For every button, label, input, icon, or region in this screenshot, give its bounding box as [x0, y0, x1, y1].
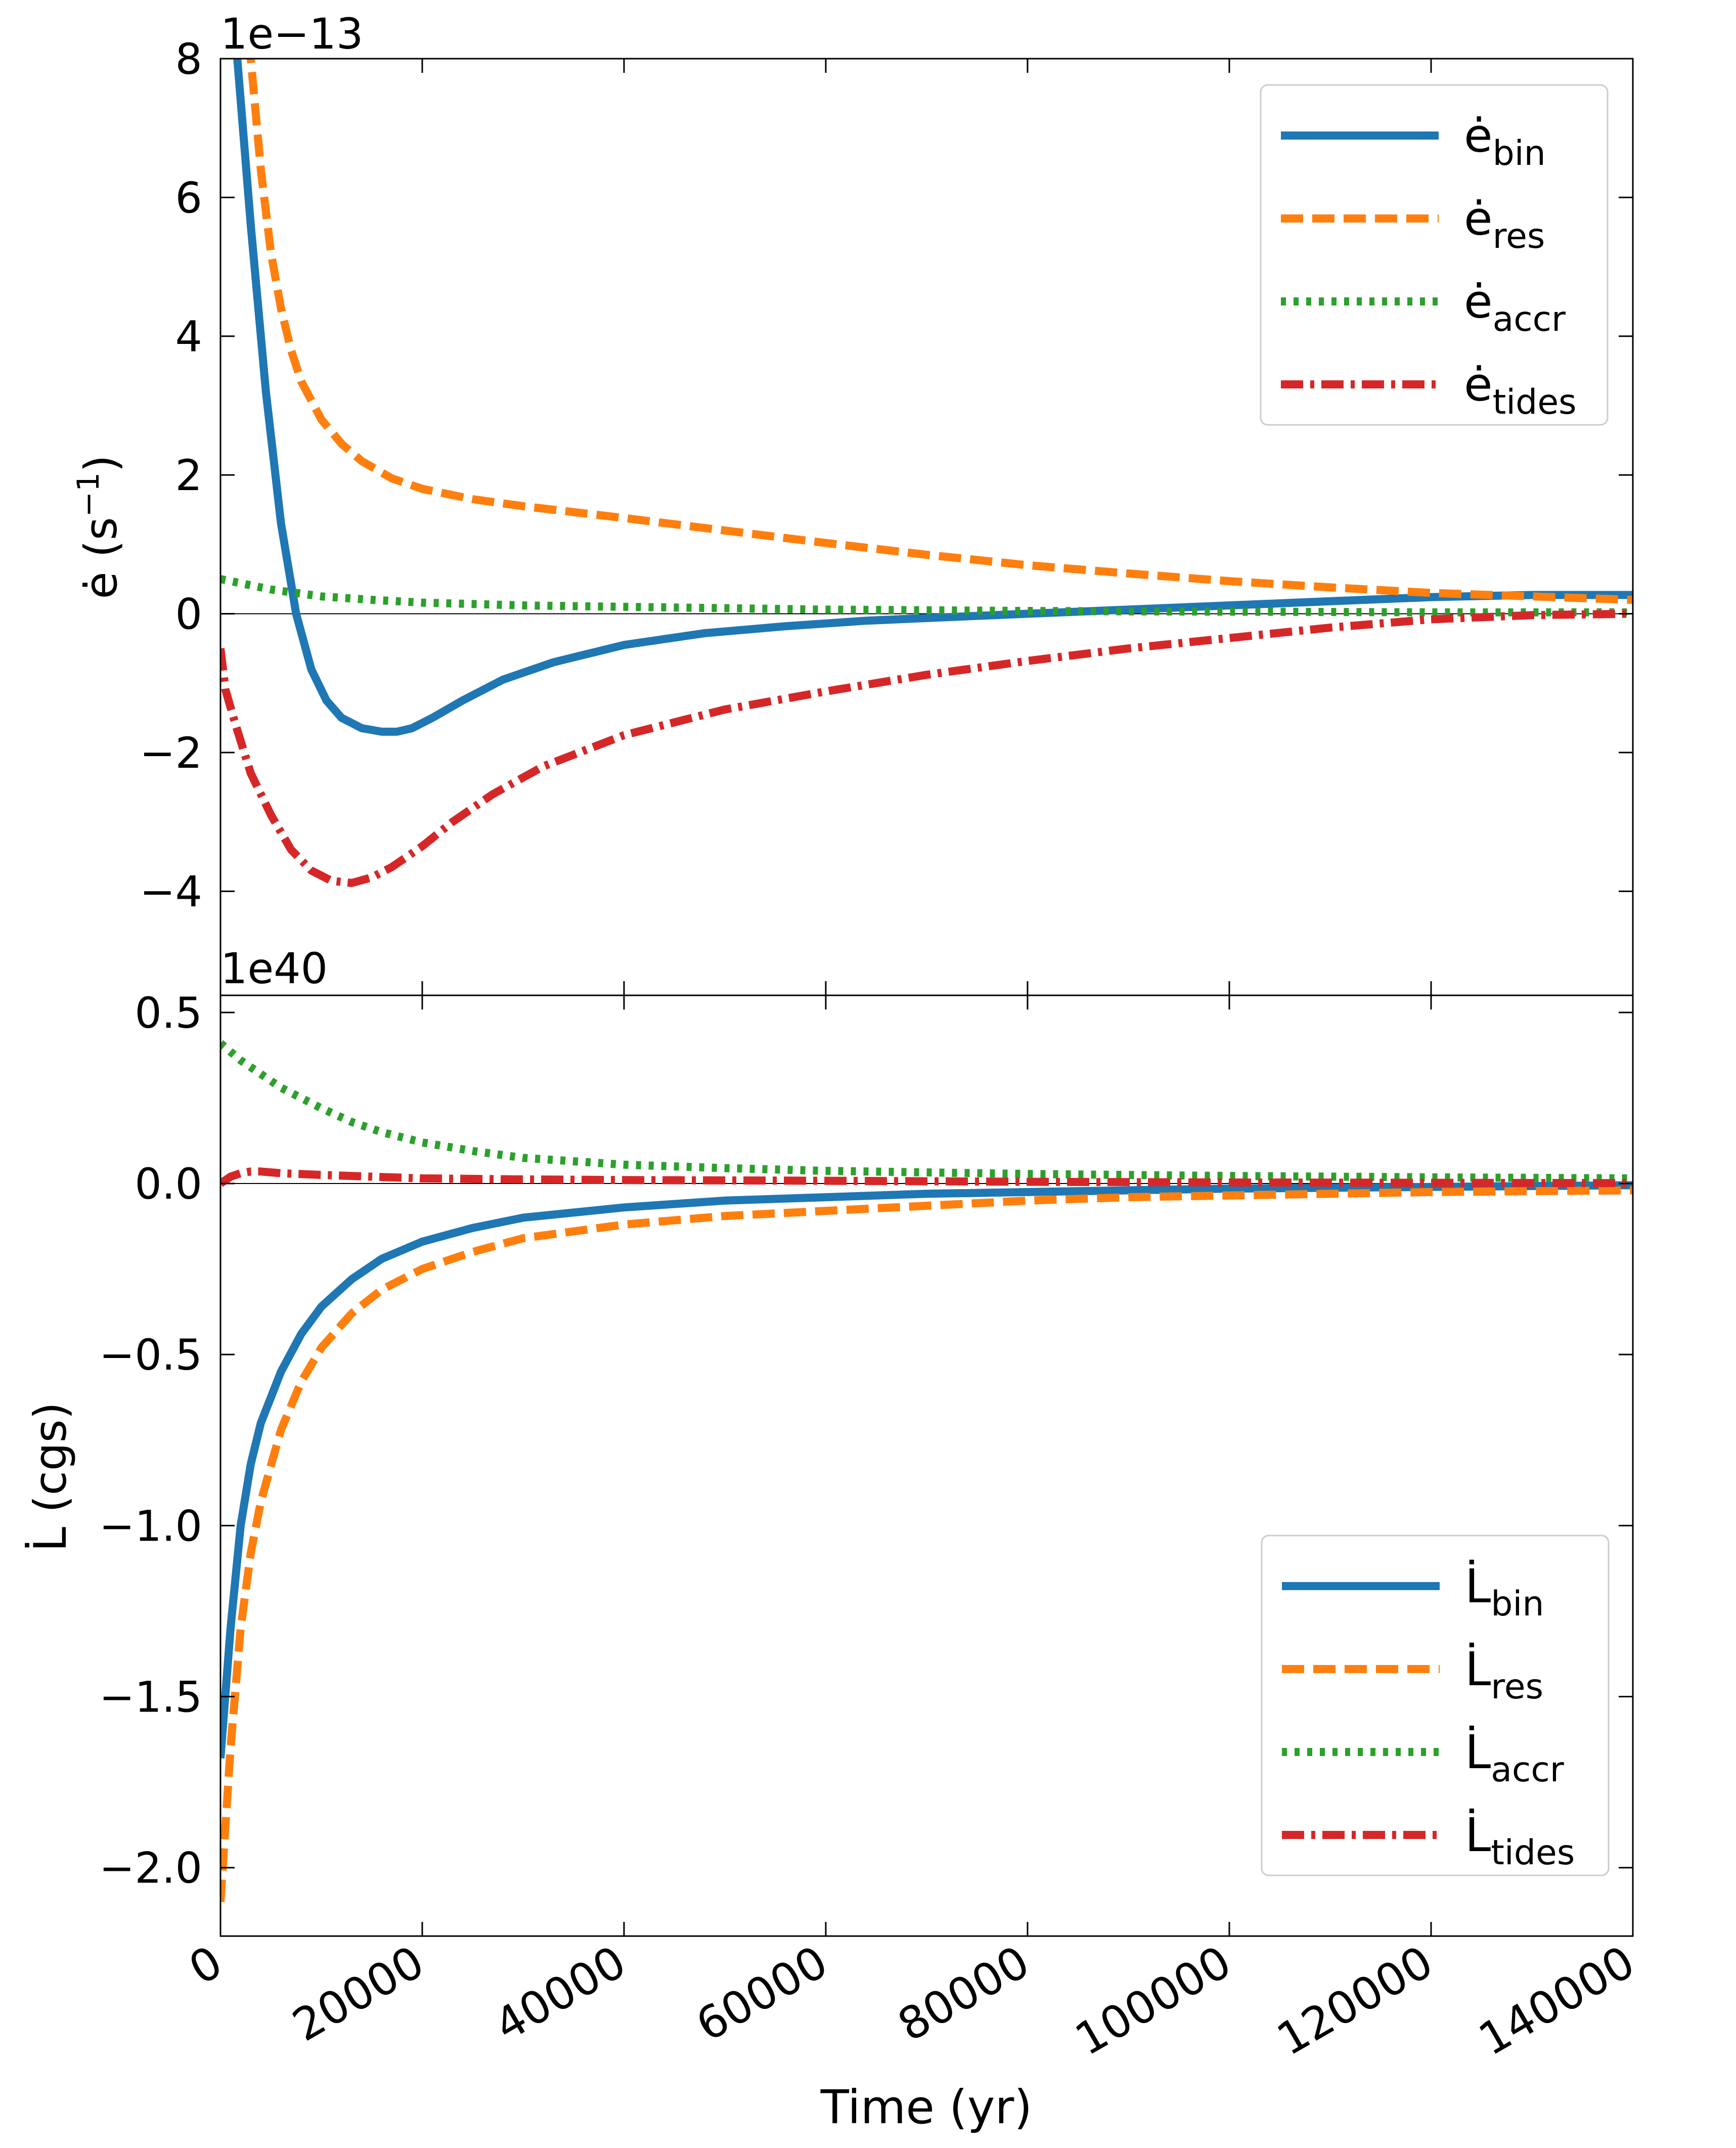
legend-label-accr: L̇accr [1465, 1725, 1564, 1790]
bottom-legend: L̇bin L̇res L̇accr L̇tides [1261, 1535, 1610, 1876]
bottom-y-axis-label: L̇ (cgs) [24, 1402, 76, 1552]
top-series-group [220, 59, 1633, 887]
series-line-accr [220, 1040, 1633, 1182]
y-tick-label: −1.0 [99, 1501, 202, 1551]
y-tick-label: 0.0 [135, 1159, 202, 1209]
y-tick-label: 8 [175, 34, 202, 84]
top-panel-ecc-rate: −4 −2 0 2 4 6 8 1e−13 ė (s−1) ėbin ėres ėaccr ėti… [71, 9, 1634, 996]
series-line-tides [220, 609, 1633, 887]
top-y-axis-label: ė (s−1) [71, 455, 127, 599]
series-line-bin [220, 1181, 1633, 1759]
bottom-x-ticks: 0 20000 40000 60000 80000 100000 120000 140000 [181, 995, 1643, 2066]
legend-label-res: L̇res [1465, 1642, 1543, 1707]
x-tick-label: 120000 [1268, 1936, 1441, 2066]
legend-box [1261, 1535, 1610, 1876]
x-tick-label: 20000 [284, 1936, 433, 2051]
series-line-accr [220, 575, 1633, 617]
x-tick-label: 100000 [1066, 1936, 1239, 2066]
bottom-axes-frame [219, 994, 1634, 1937]
x-axis-label: Time (yr) [820, 2080, 1032, 2134]
bottom-y-ticks: −2.0 −1.5 −1.0 −0.5 0.0 0.5 [99, 988, 1633, 1893]
x-tick-label: 60000 [688, 1936, 836, 2051]
top-legend: ėbin ėres ėaccr ėtides [1260, 84, 1609, 426]
x-tick-label: 0 [181, 1936, 231, 1995]
bottom-panel-L-rate: −2.0 −1.5 −1.0 −0.5 0.0 0.5 0 20000 40000 60000 8… [24, 944, 1643, 2134]
series-line-tides [220, 1167, 1633, 1188]
legend-label-accr: ėaccr [1464, 275, 1566, 339]
y-tick-label: −4 [140, 867, 202, 916]
series-line-bin [233, 59, 1633, 736]
bottom-offset-text: 1e40 [220, 944, 328, 993]
legend-label-bin: L̇bin [1465, 1559, 1544, 1624]
series-line-res [220, 1186, 1633, 1902]
y-tick-label: −1.5 [99, 1673, 202, 1722]
y-tick-label: 4 [175, 312, 202, 362]
x-tick-label: 140000 [1470, 1936, 1643, 2066]
y-tick-label: 0 [175, 589, 202, 639]
legend-label-tides: L̇tides [1465, 1808, 1575, 1873]
x-tick-label: 40000 [486, 1936, 635, 2051]
x-tick-label: 80000 [889, 1936, 1038, 2051]
series-line-res [246, 59, 1633, 604]
y-tick-label: −0.5 [99, 1330, 202, 1380]
y-tick-label: 2 [175, 451, 202, 500]
top-y-ticks: −4 −2 0 2 4 6 8 [140, 34, 1633, 916]
y-tick-label: 0.5 [135, 988, 202, 1038]
y-tick-label: 6 [175, 173, 202, 223]
bottom-series-group [220, 1040, 1633, 1902]
top-offset-text: 1e−13 [220, 9, 363, 59]
legend-label-bin: ėbin [1464, 109, 1546, 173]
legend-label-res: ėres [1464, 192, 1545, 256]
y-tick-label: −2.0 [99, 1844, 202, 1893]
y-tick-label: −2 [140, 728, 202, 778]
legend-label-tides: ėtides [1464, 358, 1577, 422]
legend-box [1260, 84, 1609, 426]
